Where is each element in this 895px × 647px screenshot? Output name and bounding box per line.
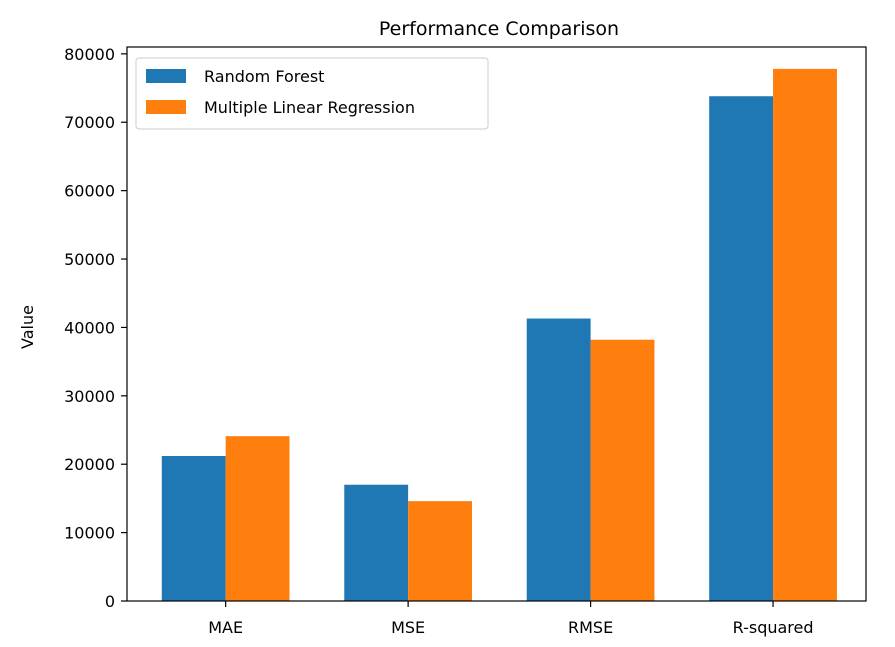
x-tick-label: MAE — [208, 618, 243, 637]
bar-random-forest-mae — [161, 456, 226, 601]
chart-title: Performance Comparison — [379, 18, 619, 40]
legend-box — [135, 57, 489, 130]
x-tick-label: R-squared — [733, 618, 814, 637]
legend-label: Random Forest — [204, 67, 324, 86]
bar-multiple-linear-regression-mse — [408, 501, 472, 601]
y-tick-label: 30000 — [64, 387, 115, 406]
y-tick-label: 20000 — [64, 455, 115, 474]
bars — [161, 68, 837, 602]
legend: Random Forest Multiple Linear Regression — [135, 57, 489, 130]
bar-multiple-linear-regression-mae — [225, 436, 290, 601]
x-tick-label: RMSE — [568, 618, 613, 637]
legend-swatch — [146, 69, 186, 83]
y-tick-label: 60000 — [64, 182, 115, 201]
bar-random-forest-rmse — [526, 318, 591, 601]
plot-frame — [126, 46, 867, 602]
y-axis-label: Value — [18, 305, 37, 349]
bar-multiple-linear-regression-r-squared — [773, 68, 837, 602]
y-tick-label: 40000 — [64, 318, 115, 337]
y-tick-label: 80000 — [64, 45, 115, 64]
y-tick-label: 70000 — [64, 113, 115, 132]
y-axis: 0 10000 20000 30000 40000 50000 60000 70000 8000… — [64, 45, 127, 611]
y-tick-label: 10000 — [64, 524, 115, 543]
y-tick-label: 0 — [105, 592, 115, 611]
bar-random-forest-r-squared — [709, 96, 774, 601]
legend-swatch — [146, 100, 186, 114]
bar-multiple-linear-regression-rmse — [590, 339, 655, 601]
x-tick-label: MSE — [391, 618, 425, 637]
bar-random-forest-mse — [344, 484, 409, 601]
y-tick-label: 50000 — [64, 250, 115, 269]
x-axis: MAE MSE RMSE R-squared — [208, 601, 814, 637]
legend-label: Multiple Linear Regression — [204, 98, 415, 117]
